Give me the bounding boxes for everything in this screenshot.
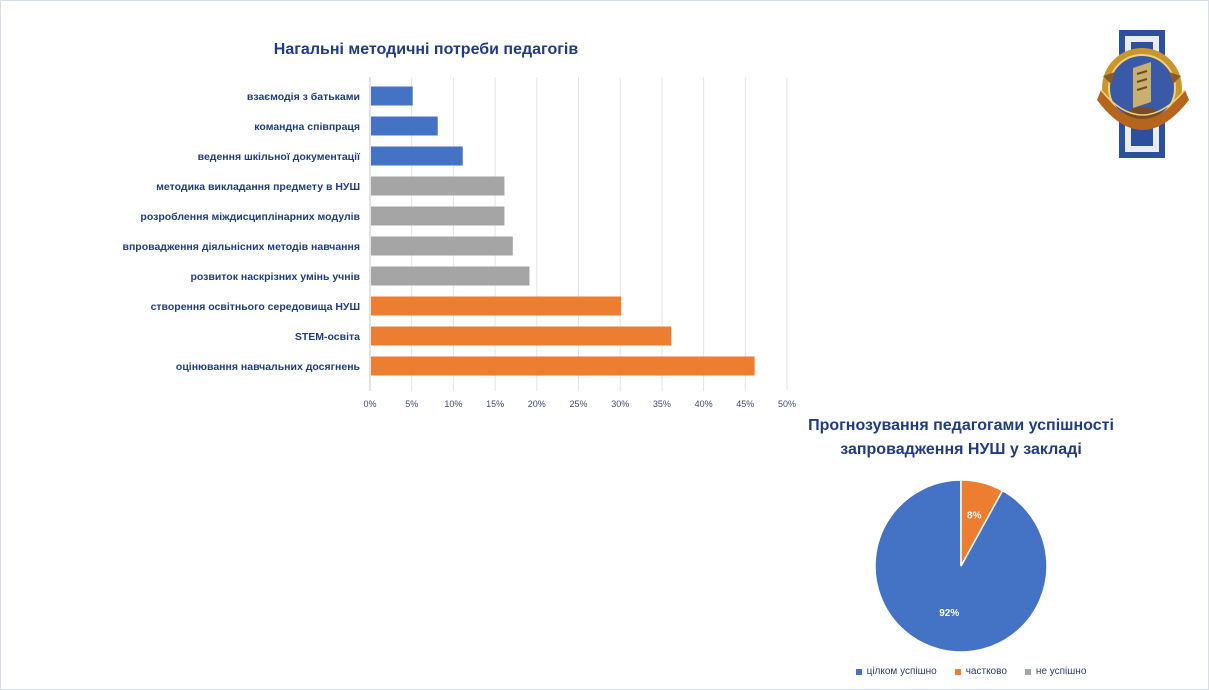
- category-label: розроблення міждисциплінарних модулів: [140, 211, 360, 223]
- legend-item-unsuccessful: не успішно: [1024, 666, 1087, 677]
- pie-legend: цілком успішно частково не успішно: [811, 666, 1131, 677]
- pie-chart-title: Прогнозування педагогами успішності запр…: [781, 414, 1141, 462]
- x-tick-label: 0%: [363, 399, 376, 409]
- bar: [371, 266, 530, 286]
- bar: [371, 116, 438, 136]
- category-label: взаємодія з батьками: [247, 91, 360, 103]
- category-label: впровадження діяльнісних методів навчанн…: [123, 241, 361, 253]
- x-tick-label: 50%: [778, 399, 796, 409]
- x-tick-label: 35%: [653, 399, 671, 409]
- x-tick-label: 20%: [528, 399, 546, 409]
- bar: [371, 356, 755, 376]
- legend-swatch-fully: [855, 668, 862, 675]
- bar: [371, 236, 513, 256]
- legend-label-partly: частково: [965, 666, 1007, 677]
- x-tick-label: 30%: [611, 399, 629, 409]
- x-tick-label: 15%: [486, 399, 504, 409]
- x-tick-label: 45%: [736, 399, 754, 409]
- bar: [371, 176, 505, 196]
- legend-swatch-unsuccessful: [1024, 668, 1031, 675]
- legend-swatch-partly: [954, 668, 961, 675]
- category-label: методика викладання предмету в НУШ: [156, 181, 360, 193]
- bar-chart-title: Нагальні методичні потреби педагогів: [273, 41, 579, 58]
- bar: [371, 146, 463, 166]
- school-emblem-icon: [1097, 30, 1189, 158]
- x-tick-label: 10%: [444, 399, 462, 409]
- legend-item-partly: частково: [954, 666, 1007, 677]
- category-label: STEM-освіта: [295, 331, 360, 343]
- category-label: командна співпраця: [254, 121, 360, 133]
- category-label: ведення шкільної документації: [198, 151, 361, 163]
- pie-chart-title-line-1: Прогнозування педагогами успішності: [808, 417, 1114, 434]
- legend-label-unsuccessful: не успішно: [1035, 666, 1087, 677]
- bar: [371, 206, 505, 226]
- bar: [371, 86, 413, 106]
- category-label: розвиток наскрізних умінь учнів: [190, 271, 360, 283]
- pie-data-label: 8%: [967, 510, 982, 521]
- bar-chart: 0% 5% 10% 15% 20% 25% 30% 35% 40% 45% 50% взаємодія…: [123, 77, 796, 409]
- legend-item-fully: цілком успішно: [855, 666, 937, 677]
- category-label: оцінювання навчальних досягнень: [176, 361, 361, 373]
- pie-data-label: 92%: [939, 608, 959, 619]
- x-tick-label: 40%: [695, 399, 713, 409]
- x-tick-label: 5%: [405, 399, 418, 409]
- legend-label-fully: цілком успішно: [866, 666, 937, 677]
- pie-chart: 92% 8%: [874, 479, 1048, 653]
- pie-chart-title-line-2: запровадження НУШ у закладі: [840, 441, 1082, 458]
- pie-slice: [960, 479, 1004, 567]
- bar: [371, 296, 622, 316]
- bar: [371, 326, 672, 346]
- category-label: створення освітнього середовища НУШ: [151, 301, 360, 313]
- x-tick-label: 25%: [569, 399, 587, 409]
